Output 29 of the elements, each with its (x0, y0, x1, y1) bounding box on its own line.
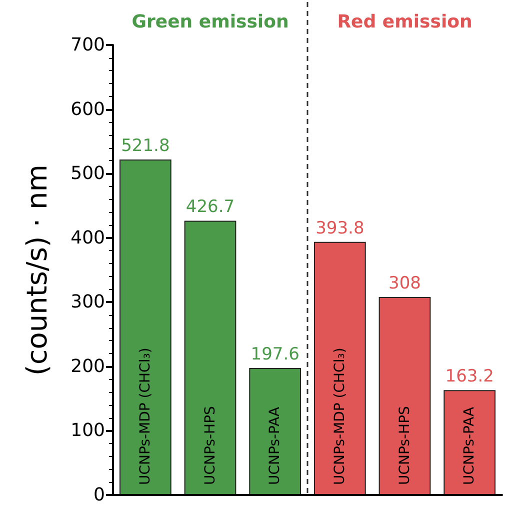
x-tick-label: UCNPs-MDP (CHCl₃) (332, 348, 348, 485)
x-tick-label: UCNPs-PAA (267, 406, 284, 485)
bar (444, 390, 496, 495)
text: Red emission (337, 12, 472, 32)
bar (249, 368, 302, 495)
bar (378, 297, 431, 495)
x-tick-label: UCNPs-HPS (396, 406, 413, 485)
data-label: 308 (388, 274, 421, 294)
y-tick-label: 300 (70, 292, 105, 313)
y-tick-label: 700 (70, 34, 105, 56)
data-label: 393.8 (316, 218, 364, 238)
bar (314, 242, 366, 495)
bar (184, 220, 236, 495)
data-label: 197.6 (250, 344, 300, 364)
y-axis-title: (counts/s) · nm (20, 164, 54, 376)
data-label: 163.2 (445, 366, 494, 387)
x-tick-label: UCNPs-MDP (CHCl₃) (137, 348, 154, 485)
y-tick-label: 100 (70, 420, 105, 442)
x-tick-label: UCNPs-PAA (462, 406, 478, 485)
data-label: 521.8 (121, 136, 170, 156)
y-tick-label: 500 (70, 163, 105, 184)
y-tick-label: 600 (70, 98, 105, 120)
text: Green emission (132, 12, 289, 32)
y-tick-label: 400 (70, 227, 105, 248)
y-tick-label: 0 (94, 484, 105, 506)
x-tick-label: UCNPs-HPS (202, 406, 218, 485)
y-tick-label: 200 (70, 356, 105, 377)
data-label: 426.7 (186, 197, 235, 218)
bar (119, 160, 172, 495)
